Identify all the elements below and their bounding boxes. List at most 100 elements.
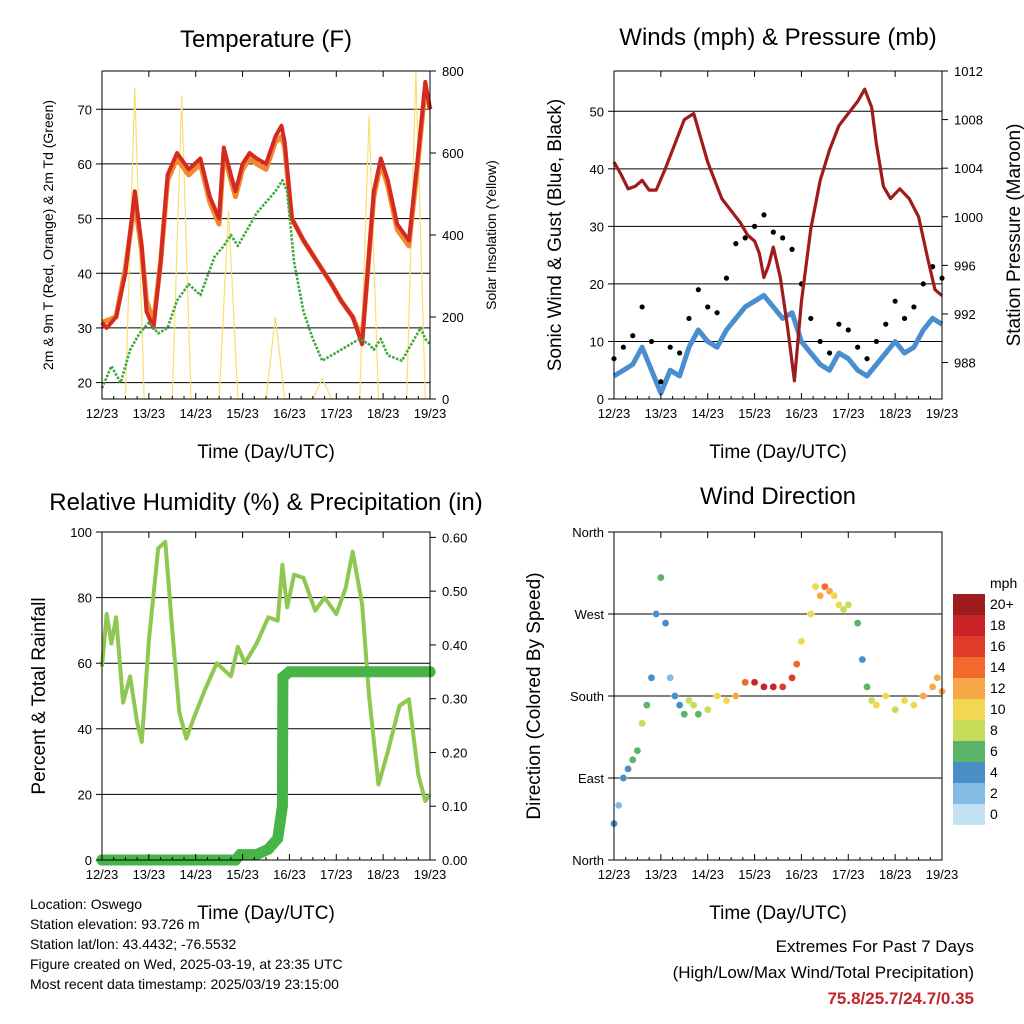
- gust-point: [873, 338, 880, 345]
- x-tick-label: 14/23: [691, 867, 724, 882]
- direction-point: [722, 696, 731, 705]
- gust-point: [864, 356, 870, 362]
- x-tick-label: 16/23: [273, 867, 306, 882]
- colorbar-swatch: [953, 804, 985, 825]
- direction-point: [732, 692, 740, 700]
- direction-point: [825, 587, 834, 596]
- temperature-series: [100, 79, 433, 389]
- gust-point: [845, 327, 851, 333]
- solar-insolation-line: [124, 70, 426, 400]
- direction-point: [666, 673, 675, 682]
- direction-point: [867, 696, 876, 705]
- gust-point: [705, 304, 711, 310]
- x-tick-label: 19/23: [926, 406, 959, 421]
- y2-tick-label: 400: [442, 228, 464, 243]
- direction-point: [703, 705, 712, 714]
- direction-point: [778, 683, 787, 691]
- colorbar-label: 14: [990, 659, 1006, 675]
- direction-point: [680, 710, 689, 719]
- gust-point: [920, 281, 926, 287]
- gust-point: [620, 344, 626, 350]
- y-tick-label: South: [570, 689, 604, 704]
- y2-tick-label: 0.20: [442, 745, 467, 760]
- direction-point: [853, 619, 862, 627]
- direction-point: [910, 701, 918, 709]
- direction-point: [689, 701, 698, 709]
- colorbar-label: 12: [990, 680, 1006, 696]
- x-tick-label: 17/23: [320, 867, 353, 882]
- direction-grid: [614, 531, 942, 861]
- y-tick-label: 0: [85, 853, 92, 868]
- 2m-temperature-line: [100, 79, 432, 347]
- x-tick-label: 12/23: [86, 406, 119, 421]
- gust-point: [648, 338, 655, 345]
- direction-point: [891, 705, 899, 714]
- station-pressure-line: [612, 87, 944, 383]
- direction-point: [624, 765, 632, 773]
- y2-tick-label: 0.60: [442, 530, 467, 545]
- direction-point: [788, 673, 796, 682]
- direction-point: [643, 701, 651, 709]
- direction-panel: Wind Direction NorthEastSouthWestNorth12…: [524, 483, 1017, 924]
- temperature-panel: Temperature (F) 20 30 40 50 60 70 0 200 400 600 80…: [40, 26, 499, 463]
- gust-point: [911, 304, 917, 310]
- winds-ylabel-left: Sonic Wind & Gust (Blue, Black): [545, 99, 566, 371]
- direction-point: [797, 637, 806, 646]
- colorbar-label: 2: [990, 785, 998, 801]
- direction-point: [713, 692, 721, 700]
- direction-point: [633, 746, 642, 755]
- winds-plot-frame: [613, 70, 943, 400]
- x-tick-label: 19/23: [414, 406, 447, 421]
- x-tick-label: 12/23: [86, 867, 119, 882]
- gust-point: [630, 333, 636, 339]
- y-tick-label: 50: [590, 104, 604, 119]
- gust-point: [686, 315, 692, 322]
- temperature-solar-series: [124, 70, 426, 400]
- y2-tick-label: 992: [954, 307, 976, 322]
- y2-tick-label: 0.00: [442, 853, 467, 868]
- direction-point: [881, 692, 890, 700]
- colorbar-swatch: [953, 783, 985, 804]
- colorbar-unit-label: mph: [990, 575, 1017, 591]
- rh-series: [96, 539, 436, 866]
- x-tick-label: 15/23: [738, 867, 771, 882]
- y-tick-label: 30: [590, 219, 604, 234]
- gust-point: [789, 246, 795, 252]
- colorbar-swatch: [953, 720, 985, 741]
- x-tick-label: 14/23: [179, 406, 212, 421]
- y-tick-label: North: [572, 853, 604, 868]
- rh-grid: [102, 531, 430, 861]
- total-rainfall-line: [96, 666, 436, 866]
- temperature-ylabel-right: Solar Insolation (Yellow): [483, 160, 499, 310]
- direction-point: [900, 696, 909, 705]
- y2-tick-label: 988: [954, 356, 976, 371]
- extremes-title: Extremes For Past 7 Days: [775, 937, 974, 956]
- x-tick-label: 16/23: [785, 406, 818, 421]
- colorbar-swatch: [953, 678, 985, 699]
- direction-point: [685, 696, 693, 705]
- direction-point: [811, 582, 820, 591]
- gust-point: [733, 241, 739, 247]
- y-tick-label: 70: [78, 102, 92, 117]
- direction-xlabel: Time (Day/UTC): [709, 903, 847, 924]
- rh-xlabel: Time (Day/UTC): [197, 903, 335, 924]
- colorbar-label: 6: [990, 743, 998, 759]
- temperature-title: Temperature (F): [180, 26, 352, 53]
- colorbar-label: 0: [990, 806, 998, 822]
- colorbar-label: 4: [990, 764, 998, 780]
- rh-plot-frame: [101, 531, 431, 861]
- rh-title: Relative Humidity (%) & Precipitation (i…: [49, 489, 482, 516]
- direction-point: [760, 683, 768, 691]
- y-tick-label: 20: [78, 376, 92, 391]
- x-tick-label: 15/23: [738, 406, 771, 421]
- y-tick-label: 80: [78, 591, 92, 606]
- winds-series: [611, 87, 945, 396]
- direction-point: [652, 610, 660, 618]
- gust-point: [751, 223, 758, 229]
- x-tick-label: 17/23: [320, 406, 353, 421]
- y-tick-label: 20: [590, 277, 604, 292]
- temperature-xlabel: Time (Day/UTC): [197, 442, 335, 463]
- direction-point: [816, 591, 824, 600]
- direction-point: [769, 683, 778, 691]
